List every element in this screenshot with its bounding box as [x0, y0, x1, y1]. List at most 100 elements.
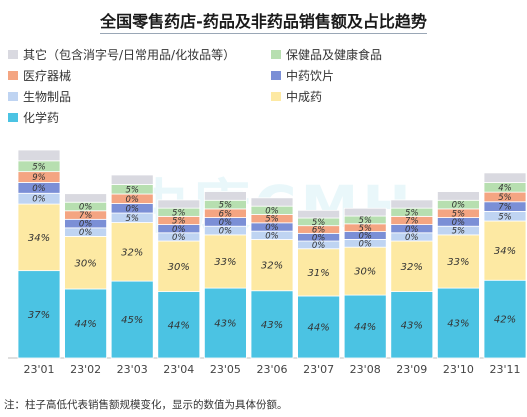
footnote: 注：柱子高低代表销售额规模变化，显示的数值为具体份额。: [4, 399, 288, 411]
bar-segment-other: [110, 174, 154, 185]
x-tick-label: 23'11: [489, 363, 520, 376]
bar-segment-tcm: [203, 234, 247, 289]
data-label: 32%: [401, 262, 423, 273]
bar-segment-other: [17, 149, 61, 162]
data-label: 5%: [125, 214, 139, 224]
data-label: 0%: [172, 233, 186, 243]
bar-segment-tcm: [64, 236, 107, 290]
data-label: 0%: [358, 232, 372, 242]
data-label: 0%: [125, 204, 139, 214]
bar-segment-chemical: [436, 287, 480, 359]
data-label: 0%: [32, 184, 46, 194]
data-label: 0%: [265, 231, 279, 241]
bar-segment-other: [343, 207, 387, 217]
data-label: 4%: [498, 183, 512, 193]
bar-segment-chemical: [64, 288, 107, 359]
bar-segment-other: [390, 199, 434, 209]
data-label: 0%: [79, 228, 93, 238]
x-tick-label: 23'03: [117, 363, 148, 376]
bar-segment-tcm: [110, 222, 154, 282]
bar-segment-other: [157, 199, 201, 209]
data-label: 5%: [498, 212, 512, 222]
legend-item-health-food: 保健品及健康食品: [271, 46, 382, 63]
data-label: 34%: [494, 246, 516, 257]
data-label: 0%: [452, 201, 466, 211]
legend-label: 中药饮片: [286, 69, 335, 83]
data-label: 0%: [358, 239, 372, 249]
data-label: 44%: [168, 320, 190, 331]
legend-item-devices: 医疗器械: [8, 67, 71, 84]
data-label: 5%: [405, 208, 419, 218]
data-label: 5%: [358, 216, 372, 226]
bar-segment-tcm: [250, 239, 294, 292]
data-label: 30%: [74, 258, 96, 269]
data-label: 0%: [452, 218, 466, 228]
x-tick-label: 23'07: [303, 363, 334, 376]
data-label: 34%: [28, 233, 50, 244]
bar-segment-chemical: [390, 291, 434, 359]
data-label: 6%: [219, 209, 233, 219]
data-label: 0%: [405, 225, 419, 235]
data-label: 43%: [214, 319, 236, 330]
bar-segment-other: [203, 191, 247, 201]
data-label: 7%: [405, 217, 419, 227]
bar-segment-chemical: [110, 280, 154, 359]
bar-segment-other: [250, 197, 294, 207]
bar-segment-chemical: [343, 294, 387, 359]
data-label: 5%: [125, 185, 139, 195]
data-label: 5%: [219, 201, 233, 211]
data-label: 5%: [172, 217, 186, 227]
legend-item-other: 其它（包含消字号/日常用品/化妆品等）: [8, 46, 235, 63]
data-label: 0%: [219, 227, 233, 237]
bar-segment-tcm: [390, 240, 434, 293]
data-label: 5%: [452, 209, 466, 219]
bar-segment-tcm: [157, 240, 201, 293]
data-label: 30%: [354, 267, 376, 278]
x-tick-label: 23'06: [256, 363, 287, 376]
x-tick-label: 23'09: [396, 363, 427, 376]
data-label: 0%: [219, 218, 233, 228]
legend-swatch: [8, 92, 18, 101]
legend-item-biologics: 生物制品: [8, 88, 71, 105]
legend-label: 中成药: [286, 90, 323, 104]
legend-label: 化学药: [23, 111, 60, 125]
data-label: 5%: [172, 208, 186, 218]
data-label: 7%: [79, 211, 93, 221]
data-label: 44%: [74, 319, 96, 330]
legend: 其它（包含消字号/日常用品/化妆品等） 保健品及健康食品 医疗器械 中药饮片 生…: [0, 0, 527, 125]
data-label: 43%: [447, 319, 469, 330]
data-label: 5%: [498, 193, 512, 203]
legend-label: 生物制品: [23, 90, 72, 104]
legend-label: 其它（包含消字号/日常用品/化妆品等）: [23, 48, 236, 62]
data-label: 5%: [358, 224, 372, 234]
x-tick-label: 23'04: [163, 363, 194, 376]
bar-segment-other: [64, 193, 107, 203]
x-tick-label: 23'05: [210, 363, 241, 376]
data-label: 9%: [32, 173, 46, 183]
legend-swatch: [8, 113, 18, 122]
data-label: 44%: [354, 322, 376, 333]
data-label: 0%: [32, 195, 46, 205]
data-label: 0%: [265, 206, 279, 216]
legend-item-decoction: 中药饮片: [271, 67, 334, 84]
bar-segment-other: [436, 191, 480, 201]
data-label: 31%: [307, 268, 329, 279]
data-label: 0%: [172, 225, 186, 235]
title-underline: [100, 33, 427, 34]
data-label: 0%: [265, 223, 279, 233]
bar-segment-tcm: [436, 234, 480, 289]
bar-segment-other: [483, 172, 527, 183]
data-label: 0%: [312, 241, 326, 251]
data-label: 0%: [125, 195, 139, 205]
legend-swatch: [271, 50, 281, 59]
data-label: 0%: [312, 233, 326, 243]
bar-segment-chemical: [157, 291, 201, 359]
data-label: 0%: [79, 203, 93, 213]
bar-segment-chemical: [297, 295, 341, 359]
data-label: 6%: [312, 226, 326, 236]
data-label: 43%: [261, 320, 283, 331]
bar-segment-chemical: [203, 287, 247, 359]
data-label: 0%: [405, 233, 419, 243]
data-label: 37%: [28, 310, 50, 321]
data-label: 32%: [121, 247, 143, 258]
